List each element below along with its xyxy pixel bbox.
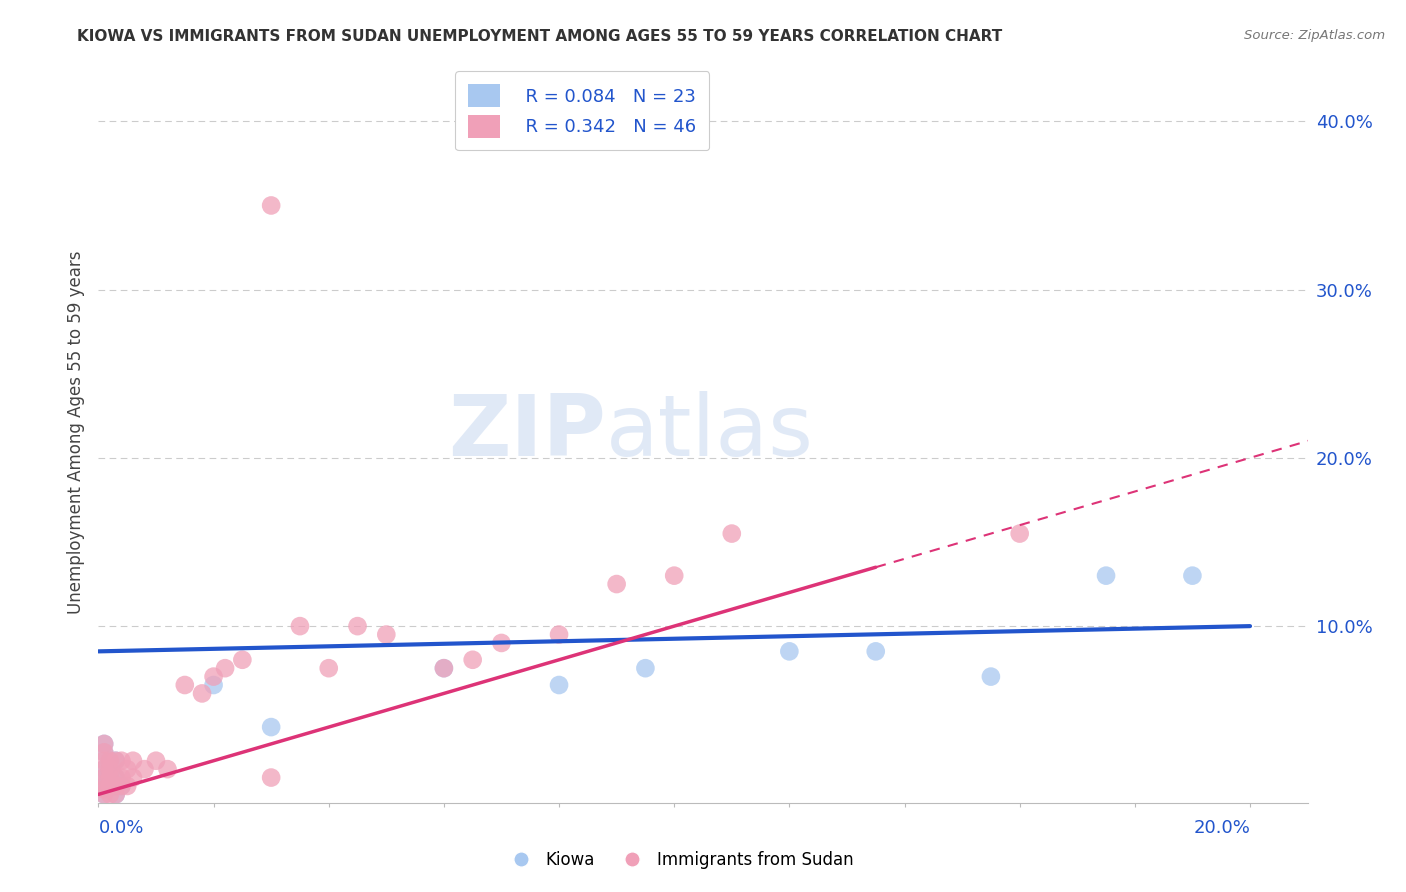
Point <box>260 720 283 734</box>
Point <box>433 661 456 675</box>
Text: atlas: atlas <box>606 391 814 475</box>
Point <box>98 762 121 776</box>
Point <box>375 627 398 641</box>
Point <box>93 762 115 776</box>
Point <box>98 771 121 785</box>
Point <box>98 779 121 793</box>
Point <box>93 779 115 793</box>
Point <box>145 754 167 768</box>
Point <box>93 745 115 759</box>
Point <box>104 771 127 785</box>
Text: 20.0%: 20.0% <box>1194 819 1250 838</box>
Point <box>1095 568 1118 582</box>
Y-axis label: Unemployment Among Ages 55 to 59 years: Unemployment Among Ages 55 to 59 years <box>66 251 84 615</box>
Point <box>104 779 127 793</box>
Point <box>548 678 571 692</box>
Point <box>134 762 156 776</box>
Point <box>548 627 571 641</box>
Point <box>491 636 513 650</box>
Point <box>191 686 214 700</box>
Point <box>93 782 115 797</box>
Point <box>98 754 121 768</box>
Point <box>110 779 132 793</box>
Legend: Kiowa, Immigrants from Sudan: Kiowa, Immigrants from Sudan <box>498 845 860 876</box>
Point <box>720 526 742 541</box>
Point <box>173 678 195 692</box>
Point <box>1181 568 1204 582</box>
Text: KIOWA VS IMMIGRANTS FROM SUDAN UNEMPLOYMENT AMONG AGES 55 TO 59 YEARS CORRELATIO: KIOWA VS IMMIGRANTS FROM SUDAN UNEMPLOYM… <box>77 29 1002 44</box>
Point <box>156 762 179 776</box>
Point <box>110 779 132 793</box>
Point <box>93 771 115 785</box>
Point <box>93 788 115 802</box>
Text: Source: ZipAtlas.com: Source: ZipAtlas.com <box>1244 29 1385 42</box>
Point <box>93 771 115 785</box>
Text: ZIP: ZIP <box>449 391 606 475</box>
Point <box>606 577 628 591</box>
Point <box>110 754 132 768</box>
Point <box>115 779 138 793</box>
Point <box>104 754 127 768</box>
Point <box>104 788 127 802</box>
Point <box>93 745 115 759</box>
Point <box>104 771 127 785</box>
Point <box>98 771 121 785</box>
Point <box>865 644 887 658</box>
Point <box>202 670 225 684</box>
Point <box>93 754 115 768</box>
Point <box>93 762 115 776</box>
Point <box>1008 526 1031 541</box>
Point <box>288 619 311 633</box>
Point <box>104 754 127 768</box>
Point <box>346 619 368 633</box>
Point <box>260 771 283 785</box>
Point <box>778 644 800 658</box>
Point <box>231 653 253 667</box>
Point <box>93 737 115 751</box>
Point <box>110 771 132 785</box>
Point <box>98 779 121 793</box>
Point <box>122 754 145 768</box>
Point <box>980 670 1002 684</box>
Point <box>98 788 121 802</box>
Point <box>93 737 115 751</box>
Point <box>433 661 456 675</box>
Point <box>104 788 127 802</box>
Point <box>664 568 686 582</box>
Point <box>318 661 340 675</box>
Point <box>93 788 115 802</box>
Point <box>214 661 236 675</box>
Point <box>634 661 657 675</box>
Point <box>122 771 145 785</box>
Point <box>202 678 225 692</box>
Point <box>115 762 138 776</box>
Point <box>461 653 484 667</box>
Point <box>98 754 121 768</box>
Point <box>93 777 115 791</box>
Point <box>260 198 283 212</box>
Text: 0.0%: 0.0% <box>98 819 143 838</box>
